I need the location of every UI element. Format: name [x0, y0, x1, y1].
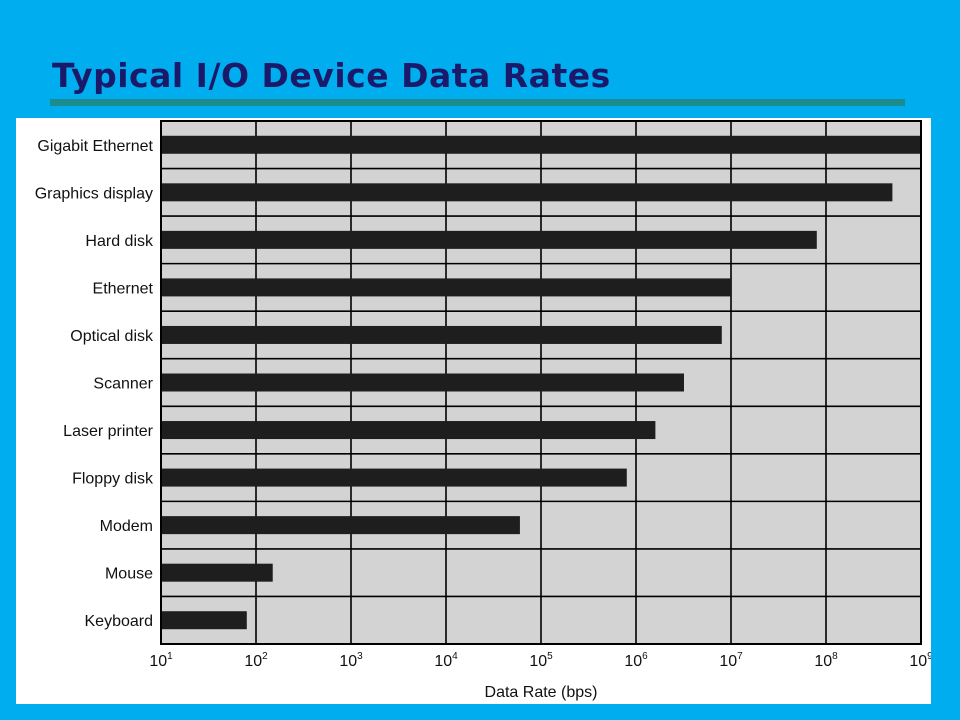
bar-chart: Gigabit Ethernet Graphics display Hard dis…: [35, 120, 931, 701]
x-tick-label: 101: [149, 651, 173, 670]
bar: [161, 611, 247, 630]
bar: [161, 468, 627, 487]
bar: [161, 278, 731, 297]
bar: [161, 230, 817, 249]
bar: [161, 373, 684, 392]
title-underline: [50, 99, 905, 106]
category-label: Laser printer: [63, 423, 153, 440]
category-label: Ethernet: [93, 280, 154, 297]
category-labels: Gigabit Ethernet Graphics display Hard dis…: [35, 138, 154, 630]
plot-frame: [160, 120, 922, 645]
x-tick-label: 105: [529, 651, 553, 670]
category-label: Scanner: [93, 376, 153, 393]
slide-title: Typical I/O Device Data Rates: [52, 56, 611, 95]
bar: [161, 135, 921, 154]
category-label: Mouse: [105, 566, 153, 583]
bar: [161, 325, 722, 344]
x-tick-label: 103: [339, 651, 363, 670]
x-tick-label: 102: [244, 651, 268, 670]
category-label: Floppy disk: [72, 471, 154, 488]
x-tick-label: 107: [719, 651, 743, 670]
category-label: Hard disk: [85, 233, 154, 250]
category-label: Gigabit Ethernet: [37, 138, 153, 155]
x-tick-label: 104: [434, 651, 458, 670]
category-label: Graphics display: [35, 185, 153, 202]
x-tick-label: 108: [814, 651, 838, 670]
bar: [161, 516, 520, 535]
category-label: Modem: [100, 518, 153, 535]
x-axis-title: Data Rate (bps): [485, 684, 598, 701]
bar: [161, 183, 893, 202]
category-label: Keyboard: [85, 613, 154, 630]
x-tick-label: 106: [624, 651, 648, 670]
bars: [161, 135, 921, 630]
chart-panel: Gigabit Ethernet Graphics display Hard dis…: [16, 118, 931, 704]
bar: [161, 421, 656, 440]
x-tick-labels: 101 102 103 104 105 106 107 108 109: [149, 651, 931, 670]
bar: [161, 563, 273, 582]
category-label: Optical disk: [70, 328, 154, 345]
x-tick-label: 109: [909, 651, 931, 670]
